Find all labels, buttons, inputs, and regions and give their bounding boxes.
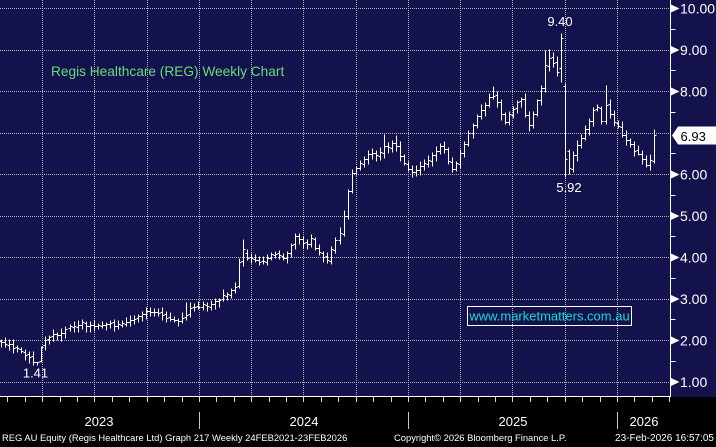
svg-text:2026: 2026 — [630, 414, 659, 429]
svg-text:2025: 2025 — [499, 414, 528, 429]
svg-text:8.00: 8.00 — [680, 83, 707, 99]
svg-text:4.00: 4.00 — [680, 249, 707, 265]
svg-text:1.41: 1.41 — [23, 366, 48, 381]
svg-text:Copyright© 2026 Bloomberg Fina: Copyright© 2026 Bloomberg Finance L.P. — [394, 432, 566, 443]
svg-text:5.92: 5.92 — [556, 180, 581, 195]
svg-text:REG AU Equity (Regis Healthcar: REG AU Equity (Regis Healthcare Ltd) Gra… — [2, 432, 347, 443]
svg-text:6.00: 6.00 — [680, 166, 707, 182]
svg-text:2.00: 2.00 — [680, 332, 707, 348]
svg-text:9.00: 9.00 — [680, 42, 707, 58]
svg-text:1.00: 1.00 — [680, 374, 707, 390]
svg-text:23-Feb-2026 16:57:05: 23-Feb-2026 16:57:05 — [615, 433, 714, 444]
svg-text:6.93: 6.93 — [681, 129, 706, 144]
svg-text:10.00: 10.00 — [680, 0, 715, 16]
svg-text:9.40: 9.40 — [547, 14, 572, 29]
svg-text:2024: 2024 — [290, 414, 319, 429]
svg-text:www.marketmatters.com.au: www.marketmatters.com.au — [468, 309, 629, 324]
svg-text:5.00: 5.00 — [680, 208, 707, 224]
svg-text:3.00: 3.00 — [680, 291, 707, 307]
svg-text:Regis Healthcare (REG) Weekly: Regis Healthcare (REG) Weekly Chart — [51, 64, 284, 79]
svg-text:2023: 2023 — [85, 414, 114, 429]
